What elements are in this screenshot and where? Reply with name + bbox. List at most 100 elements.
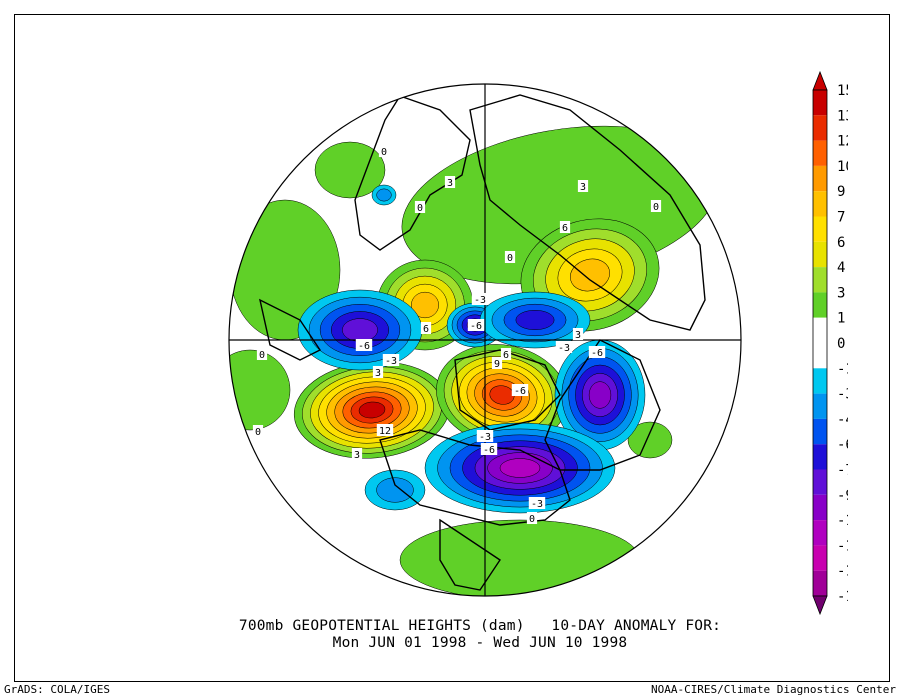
colorbar: 15 13.5 12 10.5 9 7.5 6 4.5 3 1.5 0 -1.5 -3 -4.5 -6 -7.…	[812, 70, 848, 616]
contour-label: -3	[479, 432, 491, 443]
contour-label-box	[355, 339, 373, 351]
colorbar-tick-label: -10.5	[837, 513, 848, 529]
contour-label-box	[500, 348, 512, 360]
contour-label: 0	[417, 203, 423, 214]
contour-label: -6	[470, 321, 482, 332]
contour-label-box	[376, 424, 394, 436]
colorbar-tick-label: 9	[837, 184, 845, 200]
contour-label-box	[420, 322, 432, 334]
contour-label-box	[444, 176, 456, 188]
contour-label: 6	[423, 324, 429, 335]
colorbar-tick-label: -1.5	[837, 361, 848, 377]
contour-label-box	[467, 319, 485, 331]
colorbar-swatch	[813, 115, 827, 141]
contour-label-box	[526, 512, 538, 524]
contour-label-box	[588, 346, 606, 358]
colorbar-tick-label: -3	[837, 387, 848, 403]
colorbar-swatch	[813, 444, 827, 470]
contour-label-box	[577, 180, 589, 192]
contour-label: 3	[575, 330, 581, 341]
coastline	[469, 94, 706, 331]
colorbar-swatch	[813, 317, 827, 343]
anomaly-positive-carib	[399, 519, 641, 596]
anomaly-high-arctic-canada	[436, 344, 568, 446]
contour-label: -6	[591, 348, 603, 359]
contour-label: -6	[514, 386, 526, 397]
noaa-credit: NOAA-CIRES/Climate Diagnostics Center	[650, 683, 896, 696]
chart-title-line-2: Mon JUN 01 1998 - Wed JUN 10 1998	[332, 635, 628, 651]
coastline	[544, 339, 661, 471]
anomaly-positive-pacific-shelf	[314, 141, 386, 199]
colorbar-tick-label: 10.5	[837, 159, 848, 175]
contour-label: -3	[385, 356, 397, 367]
contour-label-box	[252, 425, 264, 437]
contour-label-box	[476, 430, 494, 442]
contour-label: 3	[447, 178, 453, 189]
colorbar-tick-label: -4.5	[837, 412, 848, 428]
colorbar-bottom-arrow	[812, 595, 828, 616]
contour-label-box	[382, 354, 400, 366]
coastline	[354, 95, 471, 251]
grads-credit: GrADS: COLA/IGES	[4, 683, 110, 696]
colorbar-tick-label: 12	[837, 134, 848, 150]
colorbar-tick-label: -7.5	[837, 463, 848, 479]
contour-label-box	[351, 448, 363, 460]
contour-label: 6	[562, 223, 568, 234]
anomaly-low-gulf-alaska	[364, 469, 426, 511]
colorbar-tick-label: 6	[837, 235, 845, 251]
colorbar-swatch	[813, 343, 827, 369]
contour-label: 3	[354, 450, 360, 461]
colorbar-swatch	[813, 418, 827, 445]
colorbar-swatch	[813, 241, 827, 268]
colorbar-tick-label: -12	[837, 538, 848, 554]
anomaly-positive-southwest	[229, 349, 291, 431]
contour-label-box	[378, 145, 390, 157]
colorbar-swatch	[813, 520, 827, 546]
colorbar-swatch	[813, 368, 827, 394]
contour-label: -6	[358, 341, 370, 352]
colorbar-tick-label: -9	[837, 488, 848, 504]
contour-label: 0	[529, 514, 535, 525]
contour-label: 0	[259, 350, 265, 361]
colorbar-tick-label: 0	[837, 336, 845, 352]
contour-label: -3	[474, 295, 486, 306]
contour-label-box	[504, 251, 516, 263]
colorbar-swatch	[813, 545, 827, 571]
colorbar-tick-label: 15	[837, 83, 848, 99]
contour-label-box	[256, 348, 268, 360]
colorbar-swatch	[813, 393, 827, 419]
coastline	[258, 298, 322, 361]
colorbar-swatch	[813, 191, 827, 217]
contour-label-box	[414, 201, 426, 213]
coastline	[379, 429, 571, 526]
colorbar-swatch	[813, 140, 827, 166]
contour-label: -3	[531, 499, 543, 510]
contour-label: 0	[653, 202, 659, 213]
coastline	[439, 518, 501, 591]
anomaly-low-small-north	[371, 184, 397, 206]
colorbar-tick-label: 1.5	[837, 311, 848, 327]
anomaly-low-atlantic	[297, 289, 423, 371]
contour-label-box	[650, 200, 662, 212]
colorbar-tick-label: -15	[837, 589, 848, 605]
contour-label-box	[528, 497, 546, 509]
anomaly-low-siberia	[479, 291, 591, 349]
contour-label-box	[555, 341, 573, 353]
contour-label: 3	[375, 368, 381, 379]
contour-label: 0	[255, 427, 261, 438]
plot-frame	[14, 14, 890, 682]
colorbar-tick-label: 13.5	[837, 108, 848, 124]
contour-label: 9	[494, 359, 500, 370]
anomaly-positive-east-pacific	[627, 421, 673, 459]
contour-label-box	[372, 366, 384, 378]
colorbar-swatch	[813, 216, 827, 242]
contour-label-box	[491, 357, 503, 369]
colorbar-tick-label: -13.5	[837, 564, 848, 580]
colorbar-swatch	[813, 494, 827, 521]
contour-label-box	[471, 293, 489, 305]
map-boundary-circle	[228, 83, 742, 597]
colorbar-tick-label: 4.5	[837, 260, 848, 276]
anomaly-high-pacific	[293, 361, 451, 459]
colorbar-tick-label: -6	[837, 437, 848, 453]
